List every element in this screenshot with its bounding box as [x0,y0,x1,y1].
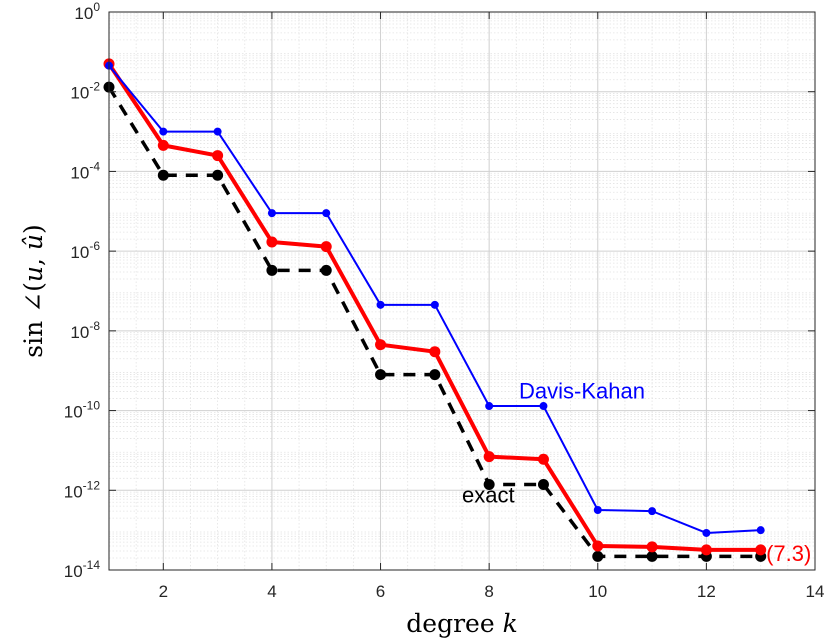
y-tick-label: 10-8 [70,319,100,342]
data-point-exact [212,169,224,181]
data-point-exact [266,264,278,276]
data-point-exact [592,550,604,562]
data-point-7-3 [592,540,604,552]
data-point-davis-kahan [539,402,548,411]
data-point-davis-kahan [430,300,439,309]
data-point-davis-kahan [593,506,602,515]
y-axis-label: sin ∠(u, û) [19,224,48,357]
data-point-davis-kahan [322,209,331,218]
y-tick-label: 10-10 [64,399,101,422]
x-tick-label: 12 [697,582,716,601]
data-point-exact [375,369,387,381]
data-point-davis-kahan [756,526,765,535]
y-tick-label: 100 [74,0,100,23]
y-tick-label: 10-6 [70,239,100,262]
y-tick-label: 10-4 [70,159,100,182]
data-point-7-3 [755,544,767,556]
annotation-label: Davis-Kahan [519,379,645,404]
data-point-exact [320,264,332,276]
annotation-label: exact [462,482,515,507]
x-tick-label: 8 [484,582,493,601]
x-tick-label: 6 [376,582,385,601]
data-point-7-3 [537,453,549,465]
data-point-exact [646,550,658,562]
data-point-davis-kahan [485,402,494,411]
y-tick-label: 10-12 [64,478,101,501]
y-tick-label: 10-14 [64,558,101,581]
grid [108,11,816,571]
x-tick-label: 2 [159,582,168,601]
data-point-exact [429,369,441,381]
series-layer [103,58,767,562]
data-point-exact [537,478,549,490]
plot-area [109,12,815,570]
data-point-davis-kahan [702,528,711,537]
data-point-exact [483,478,495,490]
data-point-davis-kahan [213,127,222,136]
plot-frame [108,11,816,571]
x-tick-label: 14 [806,582,825,601]
data-point-7-3 [157,139,169,151]
x-tick-label: 10 [588,582,607,601]
data-point-7-3 [700,544,712,556]
data-point-exact [157,169,169,181]
x-tick-label: 4 [267,582,276,601]
annotations: Davis-Kahan exact (7.3) [462,379,811,566]
data-point-7-3 [266,236,278,248]
data-point-davis-kahan [648,507,657,516]
data-point-7-3 [646,541,658,553]
data-point-davis-kahan [376,300,385,309]
y-tick-label: 10-2 [70,80,100,103]
data-point-7-3 [212,150,224,162]
data-point-davis-kahan [159,127,168,136]
data-point-7-3 [483,451,495,463]
y-tick-labels: 100 10-2 10-4 10-6 10-8 10-10 10-12 10-14 [64,0,101,581]
ticks [109,11,816,571]
x-axis-label: degree k [406,609,517,638]
data-point-7-3 [429,346,441,358]
data-point-7-3 [320,241,332,253]
annotation-label: (7.3) [766,541,811,566]
data-point-davis-kahan [267,209,276,218]
x-tick-labels: 2 4 6 8 10 12 14 [159,582,825,601]
data-point-7-3 [375,339,387,351]
